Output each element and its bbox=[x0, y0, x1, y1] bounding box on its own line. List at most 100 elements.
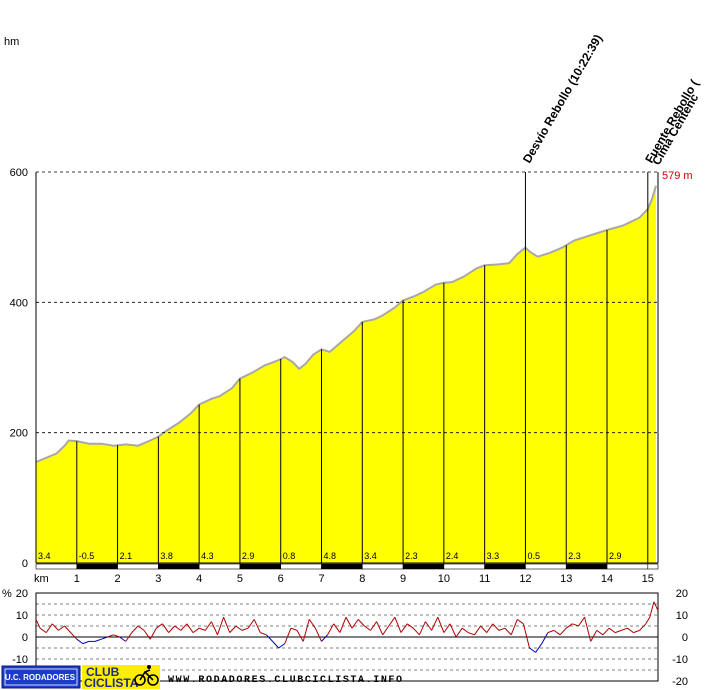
grade-line-segment bbox=[653, 601, 659, 611]
x-tick-label: 10 bbox=[438, 573, 450, 585]
grade-panel: % 20 10 0 -10 20 10 0 -10 -20 bbox=[2, 588, 688, 688]
grade-line-segment bbox=[204, 621, 212, 631]
km-bar-segment bbox=[361, 563, 404, 570]
grade-line-segment bbox=[180, 623, 188, 631]
grade-line-segment bbox=[633, 629, 640, 634]
grade-right-tick: 0 bbox=[682, 632, 688, 644]
x-tick-label: 4 bbox=[196, 573, 202, 585]
km-bar-segment bbox=[647, 563, 659, 570]
max-elevation-label: 579 m bbox=[662, 170, 693, 182]
grade-line-segment bbox=[627, 627, 634, 634]
club-line-2: CICLISTA bbox=[84, 676, 139, 690]
grade-line-segment bbox=[596, 629, 604, 636]
grade-line-segment bbox=[51, 623, 59, 631]
grade-line-segment bbox=[131, 625, 139, 633]
km-bar-segment bbox=[239, 563, 282, 570]
grade-line-segment bbox=[192, 627, 200, 634]
segment-grade-label: -0.5 bbox=[79, 551, 95, 561]
grade-line-segment bbox=[290, 627, 298, 631]
segment-grade-label: 2.3 bbox=[405, 551, 418, 561]
x-tick-label: 2 bbox=[115, 573, 121, 585]
grade-line-segment bbox=[149, 627, 157, 640]
elevation-area bbox=[36, 185, 656, 563]
segment-grade-label: 3.3 bbox=[487, 551, 500, 561]
grade-line-segment bbox=[119, 636, 126, 642]
grade-line-segment bbox=[364, 625, 371, 631]
segment-grade-label: 2.9 bbox=[609, 551, 622, 561]
grade-line-segment bbox=[198, 627, 206, 631]
grade-line-segment bbox=[382, 625, 390, 636]
km-bar-segment bbox=[76, 563, 118, 570]
segment-grade-label: 4.3 bbox=[201, 551, 214, 561]
grade-line-segment bbox=[425, 621, 433, 631]
grade-line-segment bbox=[388, 616, 396, 627]
x-units-label: km bbox=[34, 573, 49, 585]
grade-line-segment bbox=[437, 617, 445, 633]
grade-right-tick: 20 bbox=[676, 588, 688, 600]
grade-line-segment bbox=[510, 619, 518, 635]
grade-line-segment bbox=[645, 616, 651, 625]
km-bar-segment bbox=[525, 563, 567, 570]
grade-line-segment bbox=[76, 638, 84, 645]
segment-grade-label: 4.8 bbox=[324, 551, 337, 561]
km-bar-segment bbox=[321, 563, 363, 570]
grade-line-segment bbox=[357, 619, 365, 627]
grade-line-segment bbox=[572, 623, 579, 627]
y-tick-label: 200 bbox=[10, 428, 28, 440]
grade-line-segment bbox=[143, 630, 151, 640]
grade-line-segment bbox=[174, 625, 182, 631]
grade-line-segment bbox=[615, 629, 622, 634]
grade-line-segment bbox=[461, 627, 469, 634]
grade-line-segment bbox=[621, 627, 628, 631]
grade-line-segment bbox=[468, 632, 475, 636]
km-bar-segment bbox=[117, 563, 159, 570]
x-tick-label: 7 bbox=[318, 573, 324, 585]
grade-line-segment bbox=[339, 617, 347, 633]
website-link[interactable]: WWW.RODADORES.CLUBCICLISTA.INFO bbox=[168, 675, 404, 686]
x-tick-label: 11 bbox=[479, 573, 490, 585]
segment-grade-label: 3.4 bbox=[38, 551, 51, 561]
grade-line-segment bbox=[529, 647, 536, 653]
grade-line-segment bbox=[278, 643, 286, 649]
grade-line-segment bbox=[223, 617, 231, 633]
grade-line-segment bbox=[394, 617, 402, 633]
grade-line-segment bbox=[253, 619, 261, 633]
grade-right-tick: 10 bbox=[676, 610, 688, 622]
logo-text: U.C. RODADORES bbox=[5, 673, 76, 682]
grade-line-segment bbox=[406, 623, 414, 629]
grade-line-segment bbox=[45, 623, 53, 633]
km-bar-segment bbox=[158, 563, 200, 570]
grade-line-segment bbox=[504, 627, 512, 636]
grade-line-segment bbox=[94, 638, 102, 642]
grade-line-segment bbox=[412, 627, 420, 636]
km-bar-segment bbox=[402, 563, 445, 570]
segment-grade-label: 3.4 bbox=[364, 551, 377, 561]
grade-line-segment bbox=[210, 621, 218, 636]
y-units-label: hm bbox=[4, 36, 19, 48]
grade-line-segment bbox=[156, 623, 163, 629]
segment-grade-label: 2.3 bbox=[568, 551, 581, 561]
y-tick-label: 400 bbox=[10, 297, 28, 309]
grade-line-segment bbox=[553, 629, 561, 636]
grade-line-segment bbox=[64, 625, 72, 633]
grade-line-segment bbox=[590, 630, 598, 642]
grade-line-segment bbox=[535, 643, 543, 653]
km-bar-segment bbox=[484, 563, 526, 570]
grade-line-segment bbox=[107, 634, 114, 638]
grade-left-tick: -10 bbox=[12, 654, 28, 666]
grade-right-tick: -10 bbox=[672, 654, 688, 666]
grade-line-segment bbox=[486, 623, 494, 633]
footer: U.C. RODADORES CLUB CICLISTA WWW.RODADOR… bbox=[1, 665, 404, 690]
grade-line-segment bbox=[431, 616, 439, 631]
grade-line-segment bbox=[314, 627, 322, 642]
segment-grade-label: 2.1 bbox=[120, 551, 133, 561]
grade-line-segment bbox=[522, 623, 530, 649]
grade-line-segment bbox=[302, 619, 310, 642]
x-tick-label: 13 bbox=[560, 573, 572, 585]
grade-line-segment bbox=[517, 618, 524, 625]
grade-line-segment bbox=[235, 625, 243, 631]
grade-line-segment bbox=[480, 625, 488, 633]
segment-grade-label: 2.4 bbox=[446, 551, 459, 561]
grade-line-segment bbox=[70, 632, 78, 640]
grade-line-segment bbox=[370, 621, 378, 631]
